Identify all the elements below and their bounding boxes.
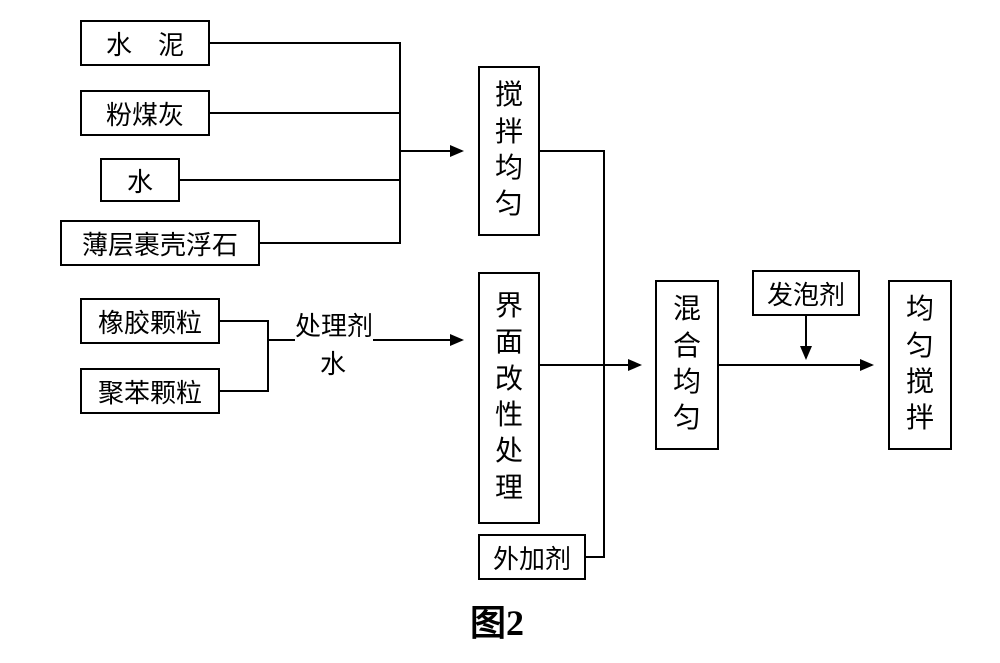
label: 外加剂 [493,539,571,576]
label: 处理剂 [295,312,373,341]
node-stir: 均 匀 搅 拌 [888,280,952,450]
node-mix1: 搅 拌 均 匀 [478,66,540,236]
label: 图2 [470,603,524,643]
free-label-water2: 水 [320,344,346,381]
label: 界 面 改 性 处 理 [495,289,523,507]
node-mix2: 混 合 均 匀 [655,280,719,450]
label: 均 匀 搅 拌 [906,292,934,438]
label: 水 [127,162,153,199]
label: 薄层裹壳浮石 [82,225,238,262]
free-label-treatment: 处理剂 [295,306,373,343]
figure-caption: 图2 [470,594,524,646]
label: 混 合 均 匀 [673,292,701,438]
node-foaming: 发泡剂 [752,270,860,316]
label: 水 泥 [106,25,184,62]
node-pumice: 薄层裹壳浮石 [60,220,260,266]
label: 发泡剂 [767,275,845,312]
label: 水 [320,350,346,379]
node-interface: 界 面 改 性 处 理 [478,272,540,524]
label: 粉煤灰 [106,95,184,132]
label: 聚苯颗粒 [98,373,202,410]
node-water: 水 [100,158,180,202]
label: 搅 拌 均 匀 [495,78,523,224]
node-cement: 水 泥 [80,20,210,66]
label: 橡胶颗粒 [98,303,202,340]
diagram-container: 水 泥 粉煤灰 水 薄层裹壳浮石 橡胶颗粒 聚苯颗粒 搅 拌 均 匀 界 面 改… [0,0,1000,663]
node-rubber: 橡胶颗粒 [80,298,220,344]
node-additive: 外加剂 [478,534,586,580]
node-flyash: 粉煤灰 [80,90,210,136]
node-polystyrene: 聚苯颗粒 [80,368,220,414]
